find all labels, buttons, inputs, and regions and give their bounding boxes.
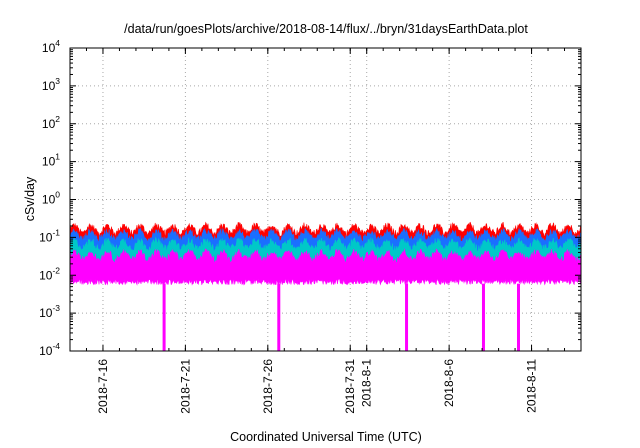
y-axis-label: cSv/day	[23, 176, 37, 221]
x-axis-ticks: 2018-7-16 2018-7-21 2018-7-26 2018-7-31 2018…	[69, 48, 582, 414]
x-tick-label: 2018-7-21	[178, 359, 192, 414]
y-tick-label: 104	[42, 38, 60, 55]
y-tick-label: 10-4	[39, 341, 60, 358]
chart-title: /data/run/goesPlots/archive/2018-08-14/f…	[124, 22, 528, 36]
y-tick-label: 101	[42, 152, 60, 169]
x-tick-label: 2018-8-1	[360, 359, 374, 407]
x-tick-label: 2018-7-16	[96, 359, 110, 414]
data-dip	[405, 283, 409, 351]
y-tick-label: 10-1	[39, 227, 60, 244]
data-dip	[162, 283, 166, 351]
y-tick-label: 10-2	[39, 265, 60, 282]
x-tick-label: 2018-7-26	[261, 359, 275, 414]
y-tick-label: 100	[42, 190, 60, 207]
x-tick-label: 2018-8-6	[442, 359, 456, 407]
y-tick-label: 102	[42, 114, 60, 131]
series-group	[69, 221, 582, 351]
data-dip	[516, 283, 520, 351]
grid	[70, 48, 581, 351]
x-tick-label: 2018-7-31	[343, 359, 357, 414]
y-tick-label: 10-3	[39, 303, 60, 320]
y-axis-ticks: 10-4 10-3 10-2 10-1 100 101 102 103 104	[39, 38, 581, 358]
x-axis-label: Coordinated Universal Time (UTC)	[230, 430, 422, 444]
data-dip	[481, 283, 485, 351]
data-dip	[277, 283, 281, 351]
x-tick-label: 2018-8-11	[525, 359, 539, 413]
y-tick-label: 103	[42, 76, 60, 93]
